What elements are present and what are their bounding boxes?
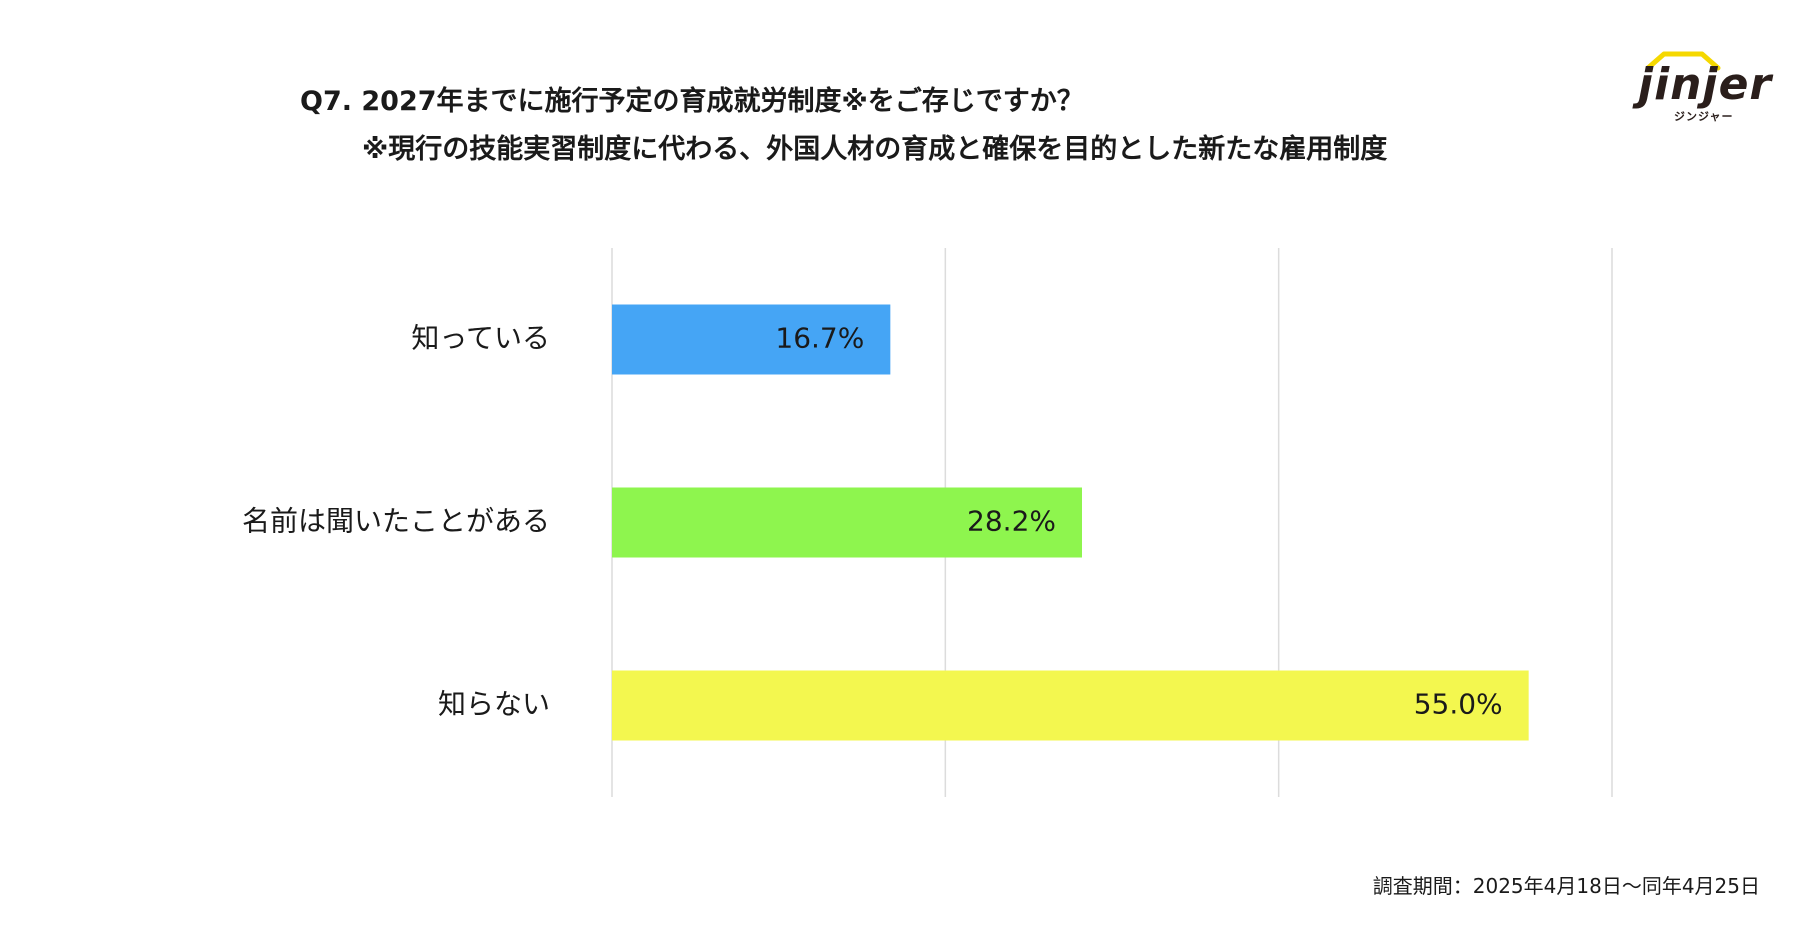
category-label-2: 知らない bbox=[438, 688, 550, 721]
value-label-0: 16.7% bbox=[775, 322, 864, 355]
category-label-0: 知っている bbox=[411, 322, 550, 355]
chart-title-line2: ※現行の技能実習制度に代わる、外国人材の育成と確保を目的とした新たな雇用制度 bbox=[362, 134, 1388, 165]
survey-period-note: 調査期間：2025年4月18日〜同年4月25日 bbox=[1372, 874, 1760, 898]
logo-wordmark: jinjer bbox=[1638, 59, 1773, 110]
logo-kana: ジンジャー bbox=[1674, 110, 1734, 123]
bar-chart: 知っている 16.7% 名前は聞いたことがある 28.2% 知らない 55.0% bbox=[242, 248, 1613, 797]
category-label-1: 名前は聞いたことがある bbox=[242, 505, 550, 538]
bar-2 bbox=[612, 670, 1529, 741]
value-label-2: 55.0% bbox=[1414, 688, 1503, 721]
value-label-1: 28.2% bbox=[967, 505, 1056, 538]
brand-logo: jinjer ジンジャー bbox=[1630, 48, 1780, 128]
bar-0 bbox=[612, 304, 891, 375]
bar-1 bbox=[612, 487, 1082, 558]
chart-title-line1: Q7. 2027年までに施行予定の育成就労制度※をご存じですか？ bbox=[300, 86, 1084, 117]
logo-roof-icon bbox=[1645, 51, 1721, 71]
